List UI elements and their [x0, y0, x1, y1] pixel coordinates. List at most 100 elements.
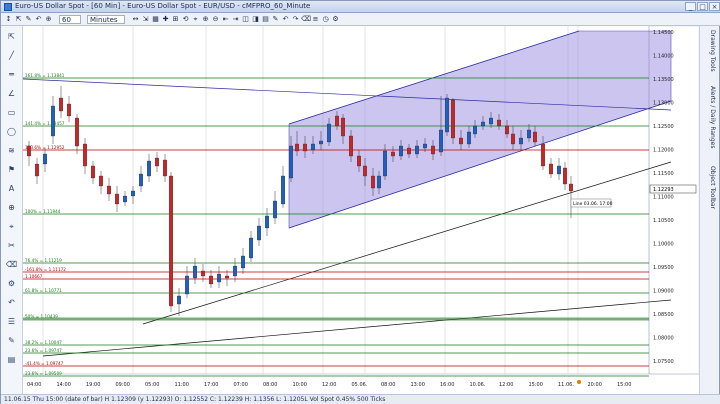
redo-icon[interactable]: ↷ [292, 15, 299, 23]
clock-icon[interactable]: ◷ [322, 15, 329, 23]
left-tool-11-icon[interactable]: ✂ [8, 241, 15, 250]
candle [391, 146, 395, 162]
candle-body [371, 175, 375, 189]
candle [281, 166, 285, 208]
left-tool-15-icon[interactable]: ☰ [7, 317, 16, 326]
left-tool-10-icon[interactable]: ⌖ [9, 222, 14, 231]
zoom-in-icon[interactable]: ⊕ [202, 15, 209, 23]
fib-level-label: -41.4% = 1.09747 [25, 361, 64, 366]
price-tick-label: 1.13500 [653, 77, 674, 83]
candle-body [249, 237, 253, 259]
crosshair-icon[interactable]: ⇱ [15, 15, 22, 23]
split-icon[interactable]: ◨ [252, 15, 259, 23]
price-tick-label: 1.11500 [653, 171, 674, 177]
candle-body [99, 175, 103, 187]
left-tool-7-icon[interactable]: ⚑ [7, 165, 16, 174]
candle [27, 141, 31, 166]
price-tick-label: 1.12500 [653, 124, 674, 130]
time-tick-label: 05:00 [145, 382, 159, 388]
candle-body [357, 155, 361, 167]
left-tool-4-icon[interactable]: ▭ [7, 108, 16, 117]
zoom-icon[interactable]: ⊕ [45, 15, 52, 23]
alerts-tab[interactable]: Alerts / Daily Ranges [709, 86, 716, 149]
left-tool-3-icon[interactable]: ∠ [7, 89, 16, 98]
scroll-start-icon[interactable]: ⇤ [222, 15, 229, 23]
candle [35, 158, 39, 184]
target-icon[interactable]: ⌖ [193, 15, 198, 23]
left-tool-17-icon[interactable]: ▤ [7, 355, 16, 364]
candle-body [445, 97, 449, 133]
status-bar: 11.06.15 Thu 15:00 (date of bar) H 1.123… [1, 394, 720, 404]
candle-body [341, 117, 345, 137]
undo-icon[interactable]: ↶ [35, 15, 42, 23]
drawing-tools-tab[interactable]: Drawing Tools [709, 30, 716, 72]
object-toolbar-tab[interactable]: Object Toolbar [709, 166, 716, 210]
pan-icon[interactable]: ↔ [132, 15, 139, 23]
fib-level-label: 161.8% = 1.13841 [25, 73, 65, 78]
left-tool-5-icon[interactable]: ◯ [7, 127, 16, 136]
panel-icon[interactable]: ◫ [242, 15, 249, 23]
candle-body [319, 140, 323, 145]
candle-body [193, 265, 197, 279]
candle [445, 94, 449, 136]
drawing-tools-sidebar: ⇱ ╱ ═ ∠ ▭ ◯ ≋ ⚑ A ⊕ ⌖ ✂ ⌫ ⚙ ↶ ☰ ✎ ▤ [1, 26, 23, 394]
menu-icon[interactable]: ≡ [312, 15, 319, 23]
left-tool-6-icon[interactable]: ≋ [8, 146, 15, 155]
candle [303, 136, 307, 158]
candle [155, 152, 159, 172]
price-chart[interactable]: 161.8% = 1.13841 141.4% = 1.13457 123.6% =… [23, 26, 699, 394]
add-icon[interactable]: ✚ [162, 15, 169, 23]
support-trendline [142, 161, 672, 325]
time-tick-label: 11:00 [175, 382, 189, 388]
interval-unit-select[interactable]: Minutes [87, 15, 125, 24]
time-tick-label: 04:00 [27, 382, 41, 388]
candle-body [67, 103, 71, 117]
candle [451, 98, 455, 144]
candle-body [303, 143, 307, 152]
candle-body [383, 150, 387, 177]
candle-body [335, 115, 339, 127]
left-tool-13-icon[interactable]: ⚙ [7, 279, 16, 288]
candle-body [519, 137, 523, 145]
candle-body [423, 143, 427, 149]
minimize-button[interactable]: _ [685, 2, 696, 11]
zoom-out-icon[interactable]: ⊖ [212, 15, 219, 23]
refresh-icon[interactable]: ⟲ [182, 15, 189, 23]
current-price-label: 1.12293 [653, 187, 674, 193]
grid-icon[interactable]: ⊞ [172, 15, 179, 23]
candle-body [533, 131, 537, 143]
left-tool-8-icon[interactable]: A [8, 184, 15, 193]
erase-icon[interactable]: ⌫ [301, 15, 311, 23]
candle [415, 140, 419, 158]
bar-type-icon[interactable]: ▦ [152, 15, 159, 23]
candle-body [217, 273, 221, 283]
candle [295, 131, 299, 156]
left-tool-12-icon[interactable]: ⌫ [5, 260, 18, 269]
cursor-icon[interactable]: ↕ [5, 15, 12, 23]
time-tick-label: 09:00 [116, 382, 130, 388]
candle-body [473, 125, 477, 135]
resize-icon[interactable]: ⇲ [142, 15, 149, 23]
candle [527, 124, 531, 142]
maximize-button[interactable]: □ [697, 2, 708, 11]
left-tool-1-icon[interactable]: ╱ [9, 51, 14, 60]
draw-icon[interactable]: ✎ [25, 15, 32, 23]
list-icon[interactable]: ▤ [262, 15, 269, 23]
left-tool-16-icon[interactable]: ✎ [8, 336, 15, 345]
left-tool-2-icon[interactable]: ═ [9, 70, 14, 79]
undo2-icon[interactable]: ↶ [282, 15, 289, 23]
candle-body [43, 153, 47, 165]
left-tool-9-icon[interactable]: ⊕ [8, 203, 15, 212]
candle [177, 288, 181, 316]
candle [377, 171, 381, 194]
left-tool-14-icon[interactable]: ↶ [8, 298, 15, 307]
pencil-icon[interactable]: ✎ [272, 15, 279, 23]
candle-body [431, 145, 435, 155]
fib-level-label: 50% = 1.10439 [25, 314, 58, 319]
close-button[interactable]: × [709, 2, 720, 11]
scroll-end-icon[interactable]: ⇥ [232, 15, 239, 23]
left-tool-0-icon[interactable]: ⇱ [8, 32, 15, 41]
settings-icon[interactable]: ⚙ [332, 15, 339, 23]
candle [335, 111, 339, 130]
interval-input[interactable]: 60 [59, 15, 81, 24]
